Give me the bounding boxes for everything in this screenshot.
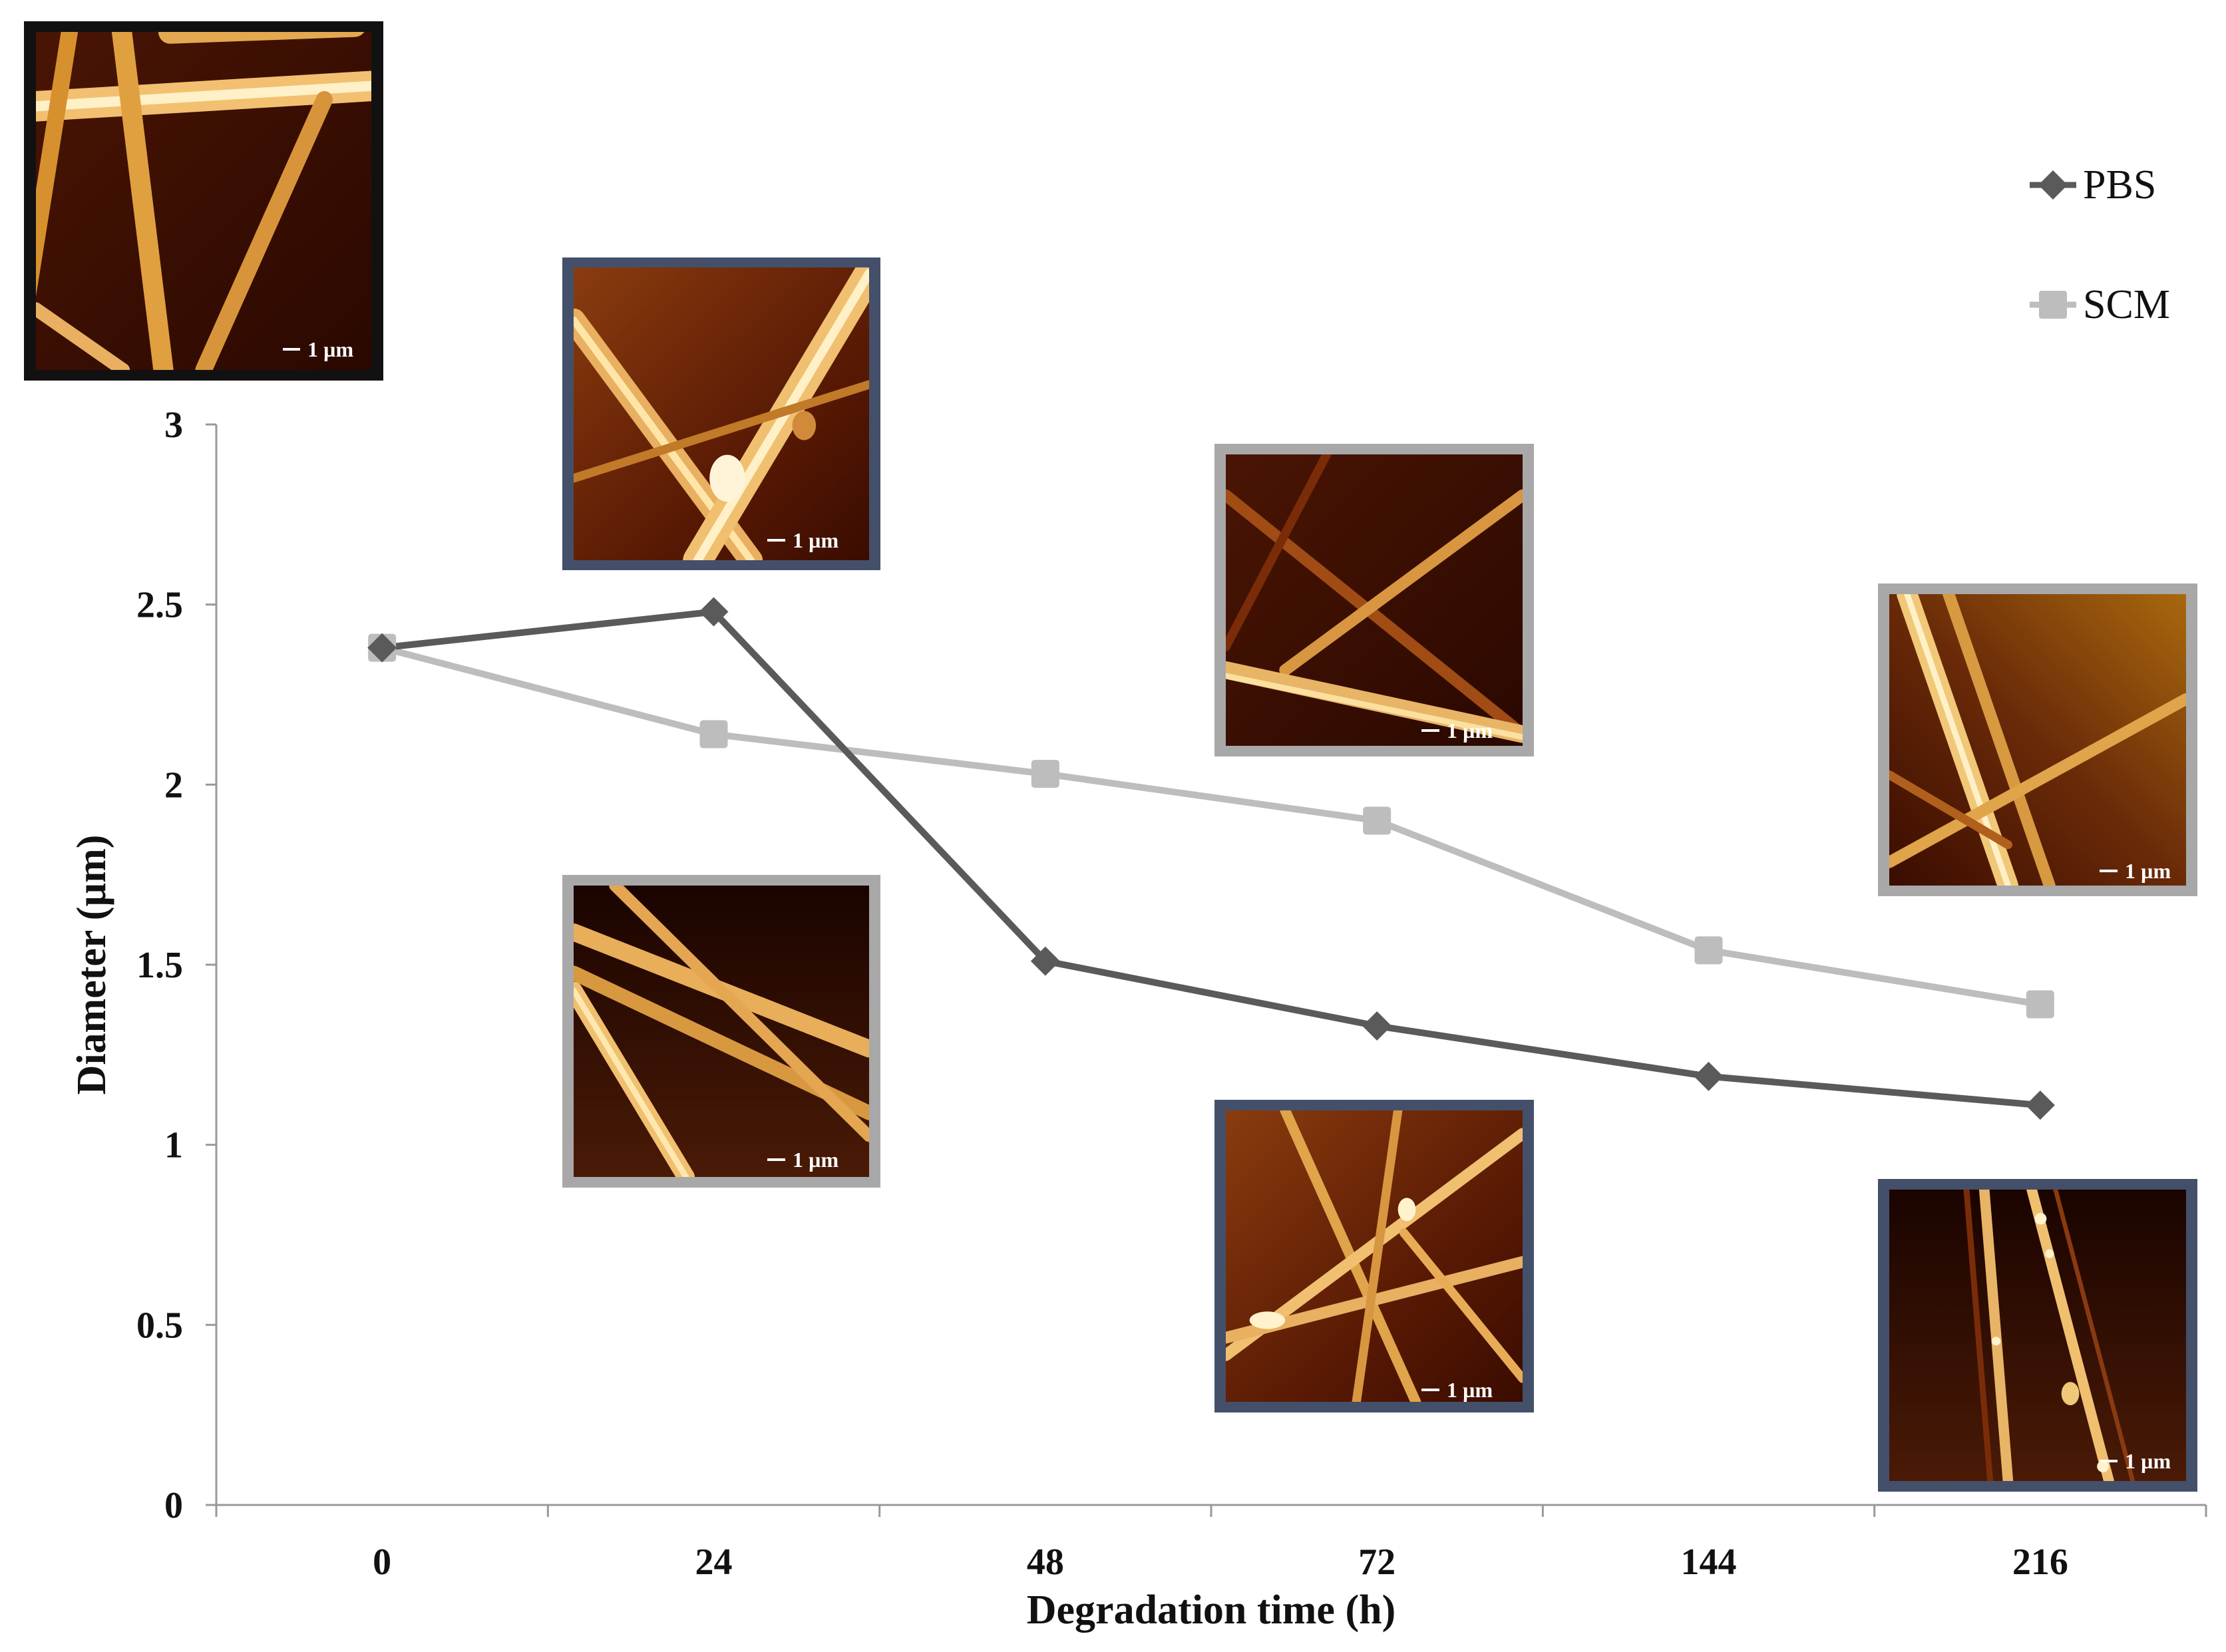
inset-72h-pbs-scale: 1 µm <box>1447 1378 1493 1402</box>
inset-72h-scm: 1 µm <box>1214 444 1534 756</box>
y-tick-label: 3 <box>164 405 183 446</box>
legend-pbs-diamond-icon <box>2038 170 2068 200</box>
afm-image-0h <box>36 32 371 370</box>
y-tick-label: 2.5 <box>136 585 183 626</box>
x-tick-label: 72 <box>1358 1542 1395 1583</box>
legend-scm-square-icon <box>2039 291 2067 319</box>
inset-0h-scale: 1 µm <box>307 337 353 361</box>
point-pbs-216 <box>2025 1090 2055 1120</box>
y-axis-title: Diameter (µm) <box>69 835 114 1095</box>
series-line-pbs <box>381 608 2041 1109</box>
inset-72h-pbs: 1 µm <box>1214 1100 1534 1412</box>
legend-scm-label: SCM <box>2083 282 2170 327</box>
afm-insets: 1 µm 1 µm <box>24 21 2197 1492</box>
inset-72h-scm-scale: 1 µm <box>1447 719 1493 743</box>
inset-216h-pbs: 1 µm <box>1878 1179 2197 1492</box>
afm-image-24h-scm <box>574 886 869 1177</box>
axes: 0 0.5 1 1.5 2 2.5 3 0 24 48 72 144 216 <box>136 405 2207 1583</box>
afm-image-72h-pbs <box>1226 1110 1523 1402</box>
inset-24h-scm: 1 µm <box>562 875 880 1188</box>
x-tick-label: 24 <box>695 1542 733 1583</box>
series-layer <box>367 597 2055 1120</box>
point-scm-72 <box>1363 806 1391 835</box>
inset-216h-scm: 1 µm <box>1878 583 2197 896</box>
x-tick-label: 0 <box>373 1542 391 1583</box>
afm-image-216h-scm <box>1889 594 2186 886</box>
legend-item-scm: SCM <box>2030 282 2170 327</box>
legend-pbs-label: PBS <box>2083 162 2156 208</box>
afm-image-216h-pbs <box>1889 1190 2186 1481</box>
y-tick-label: 0 <box>164 1485 183 1526</box>
inset-24h-pbs-scale: 1 µm <box>793 528 838 552</box>
y-tick-label: 1.5 <box>136 945 183 986</box>
y-tick-label: 2 <box>164 764 183 806</box>
point-scm-24 <box>699 720 728 748</box>
inset-24h-scm-scale: 1 µm <box>793 1148 838 1172</box>
inset-24h-pbs: 1 µm <box>562 257 880 570</box>
x-tick-label: 216 <box>2012 1542 2068 1583</box>
y-tick-label: 0.5 <box>136 1305 183 1346</box>
x-tick-label: 48 <box>1027 1542 1064 1583</box>
inset-216h-scm-scale: 1 µm <box>2125 859 2171 883</box>
point-pbs-24 <box>699 597 729 627</box>
series-line-scm <box>381 644 2041 1008</box>
y-tick-label: 1 <box>164 1125 183 1166</box>
point-pbs-48 <box>1030 946 1060 976</box>
afm-image-24h-pbs <box>574 267 869 560</box>
legend: PBS SCM <box>2030 162 2170 327</box>
point-pbs-0 <box>367 633 397 663</box>
point-scm-48 <box>1031 760 1059 788</box>
inset-216h-pbs-scale: 1 µm <box>2125 1449 2171 1473</box>
point-scm-216 <box>2026 990 2054 1019</box>
point-pbs-144 <box>1694 1061 1724 1091</box>
inset-0h: 1 µm <box>24 21 383 381</box>
x-tick-label: 144 <box>1681 1542 1737 1583</box>
afm-image-72h-scm <box>1226 454 1523 746</box>
legend-item-pbs: PBS <box>2030 162 2156 208</box>
point-pbs-72 <box>1362 1011 1392 1041</box>
x-axis-title: Degradation time (h) <box>1027 1587 1395 1633</box>
point-scm-144 <box>1694 936 1723 965</box>
